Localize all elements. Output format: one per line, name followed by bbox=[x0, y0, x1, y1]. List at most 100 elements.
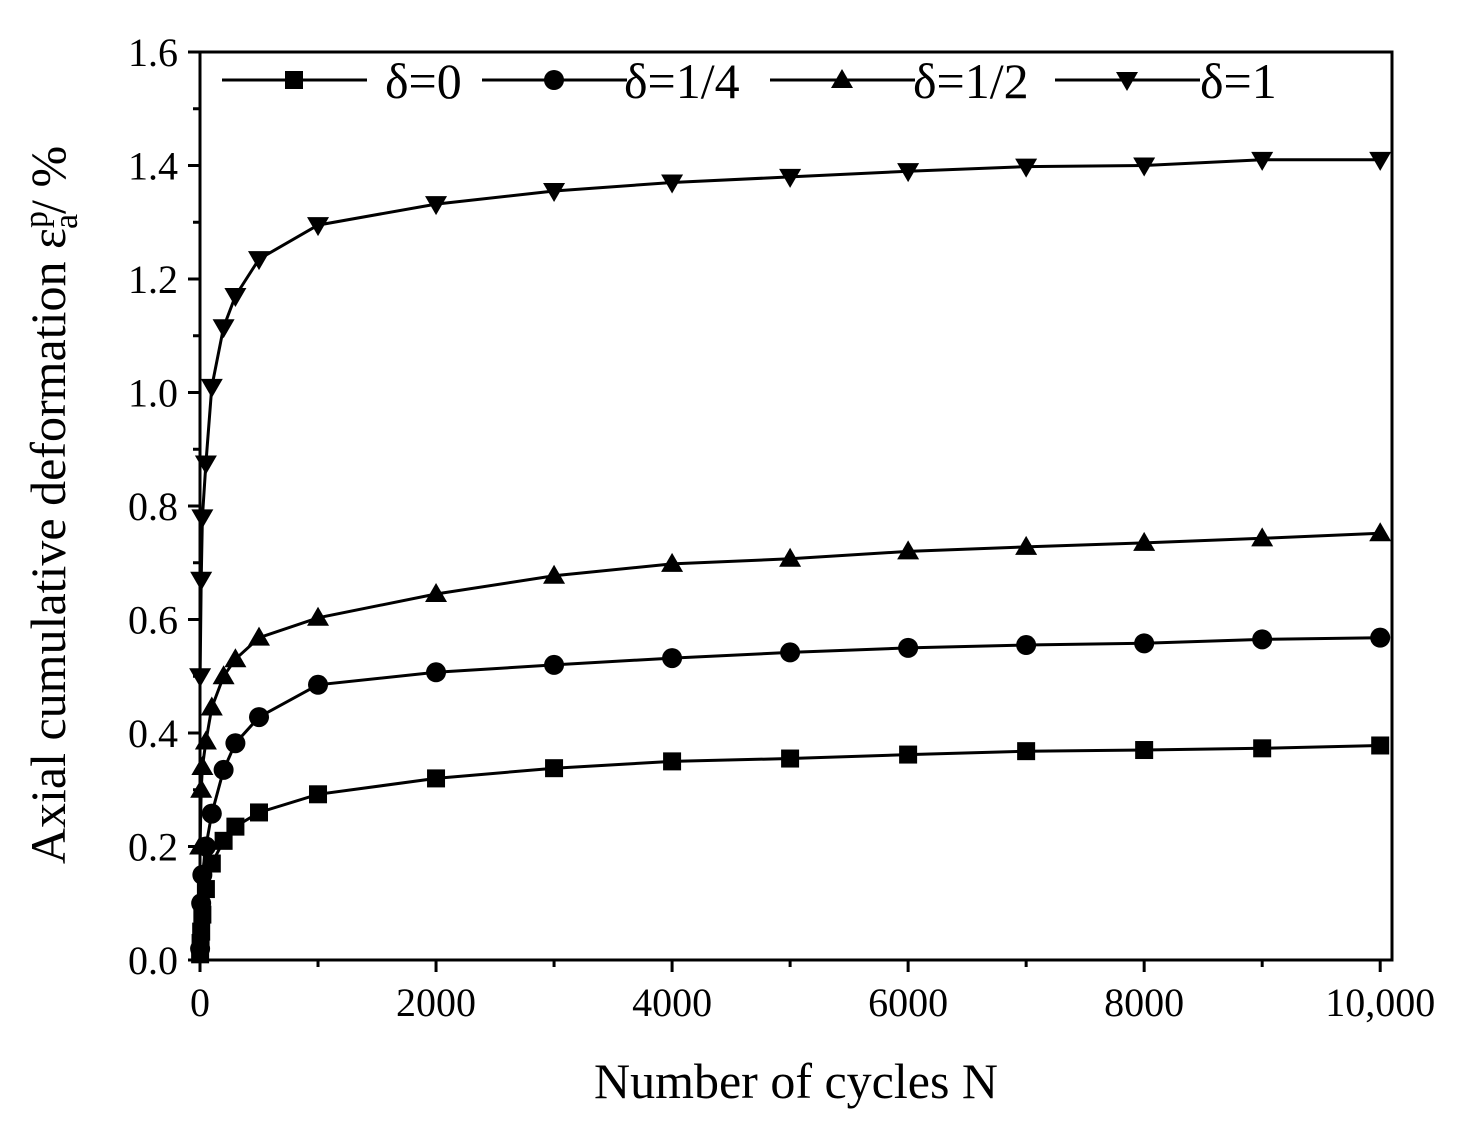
x-tick-label: 8000 bbox=[1104, 980, 1184, 1025]
data-point bbox=[425, 582, 448, 602]
data-point bbox=[661, 174, 684, 194]
data-point bbox=[1134, 633, 1155, 654]
data-point bbox=[1251, 151, 1274, 171]
data-point bbox=[781, 749, 800, 768]
data-point bbox=[1135, 741, 1154, 760]
data-point bbox=[212, 319, 235, 339]
data-point bbox=[779, 168, 802, 188]
data-point bbox=[1015, 158, 1038, 178]
data-point bbox=[250, 803, 269, 822]
data-point bbox=[779, 547, 802, 567]
data-point bbox=[1370, 627, 1391, 648]
data-point bbox=[225, 733, 246, 754]
legend: δ=0 δ=1/4 δ=1/2 δ=1 bbox=[222, 53, 1277, 109]
legend-item-3: δ=1 bbox=[1055, 53, 1277, 109]
data-point bbox=[191, 509, 214, 529]
y-axis-title-sub: a bbox=[48, 214, 85, 229]
legend-label: δ=1/4 bbox=[624, 53, 740, 109]
legend-label: δ=1 bbox=[1200, 53, 1277, 109]
y-tick-label: 1.0 bbox=[128, 371, 178, 416]
data-point bbox=[1016, 635, 1037, 656]
data-point bbox=[224, 288, 247, 308]
data-point bbox=[194, 455, 217, 475]
series-0 bbox=[191, 736, 1390, 964]
plot-border bbox=[198, 50, 1394, 962]
legend-item-2: δ=1/2 bbox=[770, 53, 1029, 109]
y-axis-title-suffix: / % bbox=[20, 146, 76, 214]
y-tick-label: 0.8 bbox=[128, 484, 178, 529]
data-point bbox=[194, 730, 217, 750]
y-axis-title-sup: p bbox=[18, 211, 55, 228]
data-point bbox=[248, 251, 271, 271]
data-point bbox=[1251, 527, 1274, 547]
series-2 bbox=[189, 522, 1392, 855]
data-point bbox=[307, 606, 330, 626]
data-point bbox=[1252, 629, 1273, 650]
x-tick-label: 2000 bbox=[396, 980, 476, 1025]
y-tick-label: 1.6 bbox=[128, 30, 178, 75]
series-line bbox=[198, 636, 1381, 949]
legend-marker bbox=[285, 71, 303, 89]
data-point bbox=[426, 662, 447, 683]
data-point bbox=[545, 759, 564, 778]
series-1 bbox=[190, 627, 1391, 959]
data-point bbox=[1015, 535, 1038, 555]
data-point bbox=[661, 552, 684, 572]
legend-marker bbox=[831, 69, 853, 88]
legend-item-0: δ=0 bbox=[222, 53, 462, 109]
y-tick-label: 0.2 bbox=[128, 825, 178, 870]
data-point bbox=[200, 378, 223, 398]
series-line bbox=[198, 744, 1381, 955]
data-point bbox=[780, 642, 801, 663]
data-point bbox=[898, 637, 919, 658]
data-point bbox=[224, 648, 247, 668]
data-point bbox=[663, 752, 682, 771]
legend-label: δ=1/2 bbox=[913, 53, 1029, 109]
data-point bbox=[307, 217, 330, 237]
data-point bbox=[1369, 151, 1392, 171]
data-point bbox=[1253, 739, 1272, 758]
data-point bbox=[543, 183, 566, 203]
data-point bbox=[190, 778, 213, 798]
data-point bbox=[212, 665, 235, 685]
x-tick-label: 4000 bbox=[632, 980, 712, 1025]
data-point bbox=[192, 864, 213, 885]
data-point bbox=[309, 785, 328, 804]
y-tick-label: 0.6 bbox=[128, 598, 178, 643]
data-point bbox=[213, 759, 234, 780]
x-tick-label: 0 bbox=[190, 980, 210, 1025]
series-layer bbox=[189, 151, 1392, 964]
data-point bbox=[1369, 522, 1392, 542]
data-point bbox=[214, 831, 233, 850]
data-point bbox=[308, 674, 329, 695]
data-point bbox=[191, 893, 212, 914]
data-point bbox=[1133, 531, 1156, 551]
data-point bbox=[427, 769, 446, 788]
x-tick-label: 10,000 bbox=[1325, 980, 1435, 1025]
data-point bbox=[897, 163, 920, 183]
data-point bbox=[897, 540, 920, 560]
data-point bbox=[191, 756, 214, 776]
y-axis-title: Axial cumulative deformation εpa/ % bbox=[18, 146, 85, 864]
series-line bbox=[198, 158, 1381, 677]
data-point bbox=[662, 648, 683, 669]
data-point bbox=[200, 696, 223, 716]
data-point bbox=[190, 571, 213, 591]
legend-item-1: δ=1/4 bbox=[482, 53, 740, 109]
data-point bbox=[1017, 742, 1036, 761]
data-point bbox=[189, 668, 212, 688]
y-tick-label: 0.0 bbox=[128, 938, 178, 983]
legend-marker bbox=[544, 70, 564, 90]
data-point bbox=[189, 835, 212, 855]
y-tick-label: 0.4 bbox=[128, 711, 178, 756]
data-point bbox=[1371, 736, 1390, 755]
legend-label: δ=0 bbox=[385, 53, 462, 109]
data-point bbox=[543, 564, 566, 584]
y-axis-title-prefix: Axial cumulative deformation ε bbox=[20, 228, 76, 864]
series-line bbox=[198, 531, 1381, 847]
data-point bbox=[1133, 157, 1156, 177]
data-point bbox=[201, 803, 222, 824]
data-point bbox=[249, 707, 270, 728]
plot-frame bbox=[198, 50, 1394, 962]
